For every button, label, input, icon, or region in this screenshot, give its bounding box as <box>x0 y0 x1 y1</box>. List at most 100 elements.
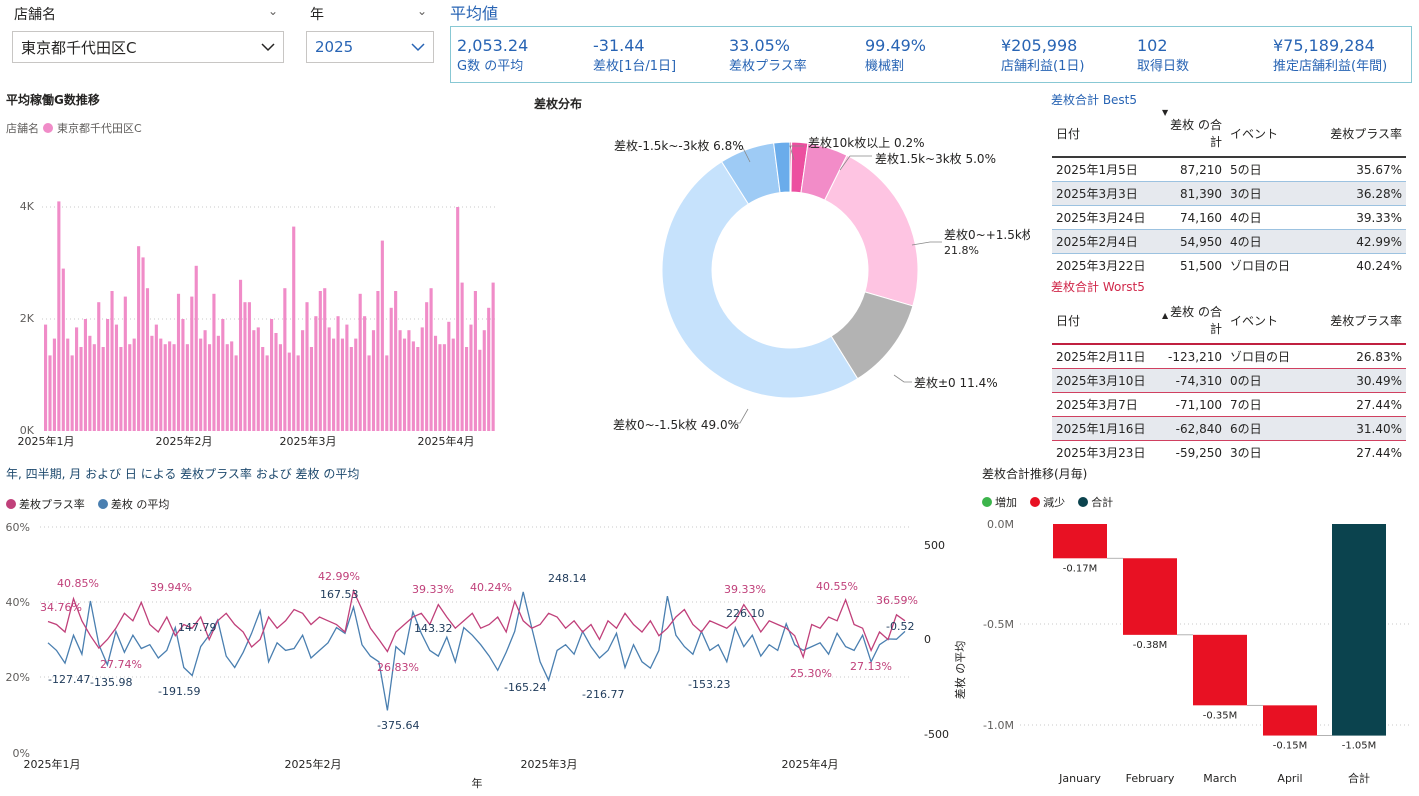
column-header-sorted[interactable]: ▼ 差枚 の合計 <box>1156 108 1226 157</box>
table-header-row: 日付 ▼ 差枚 の合計 イベント 差枚プラス率 <box>1052 108 1406 157</box>
legend-title: 店舗名 <box>6 122 39 135</box>
bar <box>296 355 300 431</box>
legend-item-diff-avg[interactable]: 差枚 の平均 <box>97 496 169 512</box>
sort-asc-icon: ▲ <box>1162 311 1169 320</box>
bar <box>491 282 495 431</box>
x-tick-label: January <box>1058 772 1101 785</box>
data-label: 26.83% <box>377 661 419 674</box>
legend-item-decrease[interactable]: 減少 <box>1030 494 1065 510</box>
y-axis-title: 差枚 の平均 <box>953 641 967 700</box>
store-slicer-collapse-icon[interactable]: ⌄ <box>268 4 279 18</box>
table-row[interactable]: 2025年3月3日 81,390 3の日 36.28% <box>1052 181 1406 206</box>
kpi-label: 取得日数 <box>1137 59 1190 74</box>
cell-rate: 39.33% <box>1356 210 1402 225</box>
data-label: -0.38M <box>1133 640 1168 651</box>
kpi-diff-per-unit: -31.44 差枚[1台/1日] <box>593 36 676 74</box>
year-slicer-collapse-icon[interactable]: ⌄ <box>417 4 428 18</box>
x-tick-label: 合計 <box>1348 771 1370 785</box>
bar <box>106 319 110 431</box>
bar <box>66 338 70 431</box>
donut-label: 差枚±0 11.4% <box>914 375 998 390</box>
waterfall-bar <box>1123 558 1177 635</box>
bar <box>398 330 402 431</box>
column-header[interactable]: 差枚プラス率 <box>1330 126 1402 141</box>
cell-sum: -123,210 <box>1168 349 1222 364</box>
bar <box>207 344 212 431</box>
table-row[interactable]: 2025年2月11日 -123,210 ゾロ目の日 26.83% <box>1052 344 1406 369</box>
worst5-table: 日付 ▲ 差枚 の合計 イベント 差枚プラス率 2025年2月11日 -123,… <box>1052 297 1406 464</box>
bar <box>101 347 105 431</box>
bar <box>464 347 469 431</box>
bar <box>70 355 74 431</box>
bar <box>92 344 96 431</box>
waterfall-bar <box>1053 524 1107 559</box>
legend-item-total[interactable]: 合計 <box>1078 494 1113 510</box>
kpi-store-profit-day: ¥205,998 店舗利益(1日) <box>1001 36 1084 74</box>
store-slicer-label: 店舗名 <box>14 7 56 23</box>
bar-marks <box>44 201 495 431</box>
donut-label: 差枚0~-1.5k枚 49.0% <box>613 417 739 432</box>
column-header[interactable]: 日付 <box>1056 126 1081 141</box>
bar <box>137 246 141 431</box>
data-label: -0.35M <box>1203 710 1238 721</box>
column-header[interactable]: 日付 <box>1056 313 1081 328</box>
legend-item-increase[interactable]: 増加 <box>982 494 1017 510</box>
waterfall-bar <box>1193 634 1247 706</box>
kpi-label: 差枚[1台/1日] <box>593 59 677 74</box>
table-row[interactable]: 2025年1月5日 87,210 5の日 35.67% <box>1052 157 1406 182</box>
bar <box>376 291 380 431</box>
bar <box>216 335 220 431</box>
table-row[interactable]: 2025年3月24日 74,160 4の日 39.33% <box>1052 206 1406 230</box>
table-row[interactable]: 2025年3月23日 -59,250 3の日 27.44% <box>1052 441 1406 465</box>
legend-item[interactable]: 東京都千代田区C <box>57 122 142 135</box>
cell-sum: -71,100 <box>1175 397 1222 412</box>
cell-sum: -74,310 <box>1175 373 1222 388</box>
chevron-down-icon <box>261 42 275 51</box>
cell-rate: 30.49% <box>1356 373 1402 388</box>
data-label: 40.24% <box>470 581 512 594</box>
column-header[interactable]: 差枚プラス率 <box>1330 313 1402 328</box>
kpi-value: ¥205,998 <box>1001 36 1078 55</box>
leader-line <box>732 408 749 424</box>
table-row[interactable]: 2025年1月16日 -62,840 6の日 31.40% <box>1052 416 1406 441</box>
table-row[interactable]: 2025年3月22日 51,500 ゾロ目の日 40.24% <box>1052 254 1406 278</box>
legend-item-plus-rate[interactable]: 差枚プラス率 <box>6 496 85 512</box>
bar <box>172 344 176 431</box>
donut-label: 差枚10k枚以上 0.2% <box>808 135 925 150</box>
y-left-tick: 60% <box>6 521 30 534</box>
x-tick-label: 2025年2月 <box>156 434 213 448</box>
y-right-tick: 500 <box>924 539 945 552</box>
bar-chart-title: 平均稼働G数推移 <box>6 93 100 107</box>
bar <box>407 330 411 431</box>
bar <box>367 355 371 431</box>
bar <box>256 327 260 431</box>
year-dropdown[interactable]: 2025 <box>306 31 434 63</box>
data-label: 167.53 <box>320 588 359 601</box>
series-line-diff-avg <box>47 591 906 711</box>
column-header-sorted[interactable]: ▲ 差枚 の合計 <box>1156 297 1226 344</box>
cell-event: ゾロ目の日 <box>1230 259 1291 273</box>
bar <box>371 330 376 431</box>
table-row[interactable]: 2025年3月10日 -74,310 0の日 30.49% <box>1052 368 1406 393</box>
x-tick-label: April <box>1277 772 1302 785</box>
data-label: -375.64 <box>377 719 419 732</box>
bar <box>132 338 136 431</box>
legend-dot-icon <box>97 499 108 509</box>
bar <box>181 319 185 431</box>
cell-date: 2025年3月23日 <box>1056 446 1146 460</box>
column-header[interactable]: イベント <box>1230 313 1279 328</box>
bar <box>283 288 287 431</box>
legend-label: 合計 <box>1091 496 1114 509</box>
bar <box>159 338 163 431</box>
store-dropdown[interactable]: 東京都千代田区C <box>12 31 284 63</box>
table-row[interactable]: 2025年2月4日 54,950 4の日 42.99% <box>1052 229 1406 254</box>
table-row[interactable]: 2025年3月7日 -71,100 7の日 27.44% <box>1052 393 1406 417</box>
bar <box>473 291 477 431</box>
bar <box>385 355 389 431</box>
bar <box>203 330 207 431</box>
bar <box>345 324 349 431</box>
column-header[interactable]: イベント <box>1230 126 1279 141</box>
bar <box>110 291 114 431</box>
cell-event: 0の日 <box>1230 374 1262 388</box>
bar <box>292 226 296 431</box>
